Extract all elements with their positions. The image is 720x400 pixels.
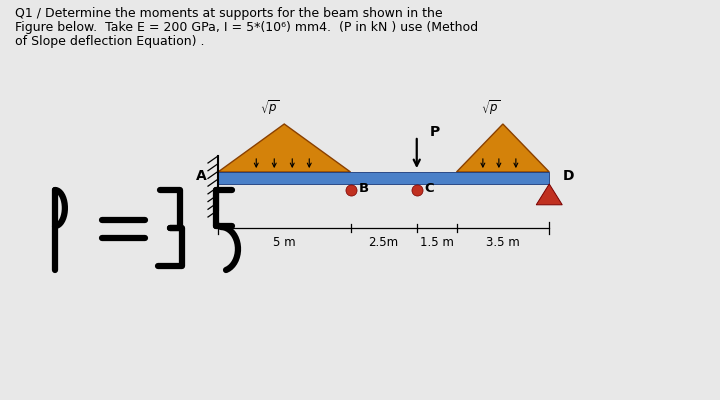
Text: P: P bbox=[430, 125, 440, 139]
Text: B: B bbox=[359, 182, 369, 194]
Text: of Slope deflection Equation) .: of Slope deflection Equation) . bbox=[15, 35, 204, 48]
Bar bbox=[218, 172, 549, 184]
Text: Figure below.  Take E = 200 GPa, I = 5*(10⁶) mm4.  (P in kN ) use (Method: Figure below. Take E = 200 GPa, I = 5*(1… bbox=[15, 21, 478, 34]
Text: $\sqrt{p}$: $\sqrt{p}$ bbox=[261, 98, 280, 117]
Text: C: C bbox=[425, 182, 434, 194]
Text: D: D bbox=[562, 169, 574, 183]
Text: 3.5 m: 3.5 m bbox=[486, 236, 520, 249]
Polygon shape bbox=[536, 184, 562, 205]
Text: 1.5 m: 1.5 m bbox=[420, 236, 454, 249]
Polygon shape bbox=[456, 124, 549, 172]
Text: A: A bbox=[196, 169, 207, 183]
Text: Q1 / Determine the moments at supports for the beam shown in the: Q1 / Determine the moments at supports f… bbox=[15, 7, 443, 20]
Text: $\sqrt{p}$: $\sqrt{p}$ bbox=[481, 98, 501, 117]
Polygon shape bbox=[218, 124, 351, 172]
Text: 5 m: 5 m bbox=[273, 236, 296, 249]
Text: 2.5m: 2.5m bbox=[369, 236, 399, 249]
